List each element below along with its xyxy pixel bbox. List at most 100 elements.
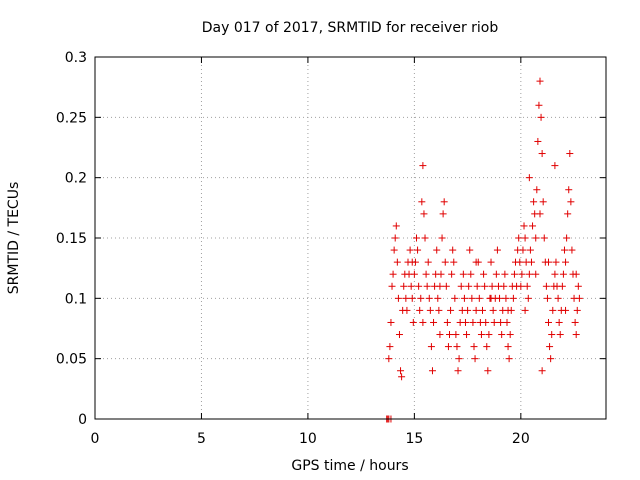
data-point <box>465 282 473 290</box>
data-point <box>484 367 492 375</box>
data-point <box>502 294 510 302</box>
data-point <box>519 246 527 254</box>
data-point <box>562 258 570 266</box>
data-point <box>567 198 575 206</box>
data-point <box>552 258 560 266</box>
data-point <box>400 282 408 290</box>
data-point <box>572 270 580 278</box>
x-tick-label: 5 <box>197 431 206 447</box>
y-axis-label: SRMTID / TECUs <box>6 182 22 295</box>
data-point <box>575 294 583 302</box>
data-point <box>536 77 544 85</box>
data-point <box>461 318 469 326</box>
data-point <box>436 331 444 339</box>
data-point <box>425 294 433 302</box>
axis-ticks: 0 5 10 15 20 0 0.05 0.1 0.15 0.2 0.25 0.3 <box>56 50 606 447</box>
data-point <box>447 306 455 314</box>
plot-frame <box>94 56 607 420</box>
x-tick-label: 20 <box>512 431 530 447</box>
data-point <box>490 318 498 326</box>
data-point <box>472 306 480 314</box>
x-axis-label: GPS time / hours <box>291 458 408 474</box>
data-point <box>393 258 401 266</box>
data-point <box>397 367 405 375</box>
data-point <box>538 150 546 158</box>
data-point <box>426 306 434 314</box>
data-point <box>446 331 454 339</box>
data-point <box>421 234 429 242</box>
data-point <box>524 294 532 302</box>
grid-lines <box>95 57 606 419</box>
data-point <box>472 258 480 266</box>
x-tick-label: 0 <box>91 431 100 447</box>
data-point <box>454 367 462 375</box>
data-point <box>444 343 452 351</box>
data-point <box>559 270 567 278</box>
data-point <box>530 198 538 206</box>
data-point <box>428 367 436 375</box>
data-point <box>437 270 445 278</box>
data-point <box>424 258 432 266</box>
data-point <box>533 186 541 194</box>
y-tick-label: 0.15 <box>56 231 87 247</box>
data-point <box>516 258 524 266</box>
data-point <box>477 331 485 339</box>
data-point <box>501 270 509 278</box>
data-point <box>574 282 582 290</box>
data-point <box>468 294 476 302</box>
data-point <box>460 294 468 302</box>
data-point <box>571 318 579 326</box>
data-point <box>503 318 511 326</box>
data-point <box>483 343 491 351</box>
data-point <box>451 294 459 302</box>
data-point <box>558 282 566 290</box>
data-point <box>539 198 547 206</box>
data-point <box>535 101 543 109</box>
data-point <box>532 270 540 278</box>
data-point <box>467 270 475 278</box>
data-point <box>543 294 551 302</box>
data-point <box>496 294 504 302</box>
data-point <box>546 343 554 351</box>
data-point <box>409 318 417 326</box>
data-point <box>441 258 449 266</box>
data-point <box>518 270 526 278</box>
data-point <box>548 331 556 339</box>
data-point <box>568 246 576 254</box>
data-point <box>573 306 581 314</box>
data-point <box>466 246 474 254</box>
data-point <box>408 294 416 302</box>
chart-title: Day 017 of 2017, SRMTID for receiver rio… <box>202 20 499 36</box>
data-point <box>500 282 508 290</box>
data-point <box>504 343 512 351</box>
data-point <box>410 270 418 278</box>
data-point <box>390 246 398 254</box>
data-point <box>549 306 557 314</box>
data-point <box>479 306 487 314</box>
data-point <box>556 331 564 339</box>
data-point <box>418 198 426 206</box>
data-point <box>464 306 472 314</box>
data-point <box>563 234 571 242</box>
data-point <box>482 318 490 326</box>
data-point <box>463 331 471 339</box>
data-point <box>492 270 500 278</box>
data-point <box>453 343 461 351</box>
data-point <box>523 282 531 290</box>
x-tick-label: 10 <box>299 431 317 447</box>
data-point <box>394 294 402 302</box>
data-point <box>489 306 497 314</box>
data-point <box>452 331 460 339</box>
data-point <box>551 270 559 278</box>
data-point <box>433 246 441 254</box>
data-point <box>520 222 528 230</box>
data-point <box>389 270 397 278</box>
data-point <box>438 234 446 242</box>
data-point <box>540 234 548 242</box>
data-point <box>427 343 435 351</box>
data-point <box>493 246 501 254</box>
data-point <box>497 318 505 326</box>
data-point <box>415 282 423 290</box>
data-point <box>448 270 456 278</box>
data-point <box>395 331 403 339</box>
